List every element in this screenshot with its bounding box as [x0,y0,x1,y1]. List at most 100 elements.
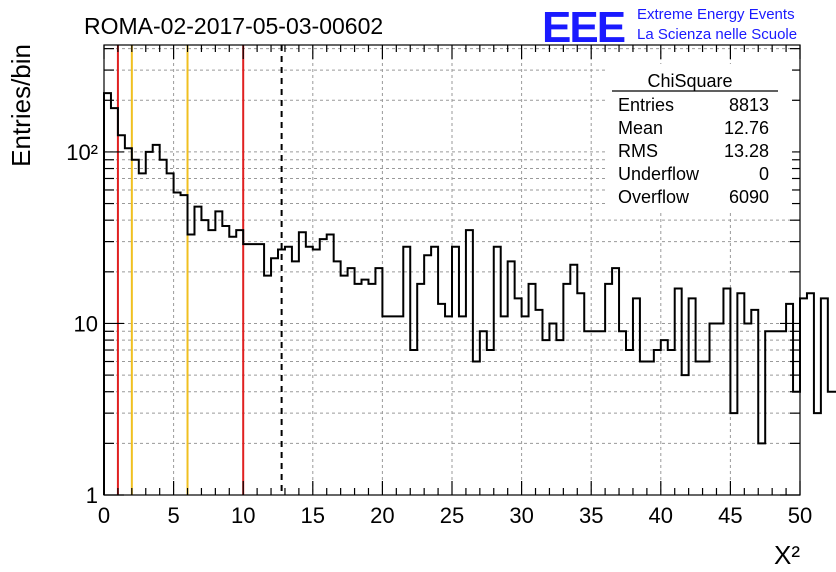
histogram-bin [689,298,696,495]
histogram-bin [480,331,487,495]
histogram-bin [668,350,675,495]
logo-line-2: La Scienza nelle Scuole [637,26,797,43]
histogram-bin [459,316,466,495]
histogram-bin [139,173,146,495]
histogram-bin [174,192,181,495]
histogram-bin [236,230,243,495]
x-tick-label: 40 [649,503,673,528]
x-tick-label: 50 [788,503,812,528]
stats-label: Entries [618,95,674,115]
histogram-bin [348,268,355,495]
histogram-bin [334,261,341,495]
histogram-bin [584,331,591,495]
x-tick-label: 15 [301,503,325,528]
histogram-bin [487,350,494,495]
histogram-bin [710,323,717,495]
histogram-bin [807,293,814,495]
histogram-bin [104,93,111,495]
stats-value: 8813 [729,95,769,115]
histogram-bin [382,316,389,495]
histogram-bin [222,226,229,495]
histogram-bin [417,284,424,495]
stats-row-overflow: Overflow 6090 [618,187,769,207]
histogram-bin [167,173,174,495]
histogram-bin [424,255,431,495]
histogram-bin [730,413,737,495]
histogram-bin [362,280,369,495]
histogram-bin [320,239,327,495]
stats-value: 0 [759,164,769,184]
x-tick-label: 35 [579,503,603,528]
histogram-bin [751,310,758,495]
histogram-bin [410,350,417,495]
histogram-bin [396,316,403,495]
histogram-bin [285,247,292,495]
histogram-bin [633,298,640,495]
histogram-bin [368,284,375,495]
eee-logo: EEE Extreme Energy Events La Scienza nel… [542,3,797,52]
histogram-bin [146,152,153,495]
histogram-bin [577,293,584,495]
y-tick-label: 1 [86,483,98,508]
histogram-bin [229,237,236,495]
histogram-bin [647,362,654,495]
histogram-bin [306,247,313,495]
histogram-bin [661,340,668,495]
histogram-bin [598,331,605,495]
x-tick-label: 20 [370,503,394,528]
histogram-bin [327,235,334,495]
histogram-bin [473,362,480,495]
stats-label: Mean [618,118,663,138]
x-tick-label: 5 [167,503,179,528]
stats-box: ChiSquare Entries 8813 Mean 12.76 RMS 13… [606,64,792,212]
histogram-bin [758,443,765,495]
histogram-bin [466,230,473,495]
histogram-bin [703,362,710,495]
histogram-bin [452,247,459,495]
stats-row-underflow: Underflow 0 [618,164,769,184]
histogram-bin [118,135,125,495]
histogram-bin [299,232,306,495]
histogram-bin [292,261,299,495]
logo-line-1: Extreme Energy Events [637,6,795,23]
x-tick-label: 0 [98,503,110,528]
x-tick-label: 45 [718,503,742,528]
stats-row-entries: Entries 8813 [618,95,769,115]
histogram-bin [549,323,556,495]
histogram-bin [194,207,201,495]
y-tick-labels: 1 10 10² [66,140,98,508]
histogram-bin [696,362,703,495]
stats-label: Overflow [618,187,690,207]
histogram-bin [779,331,786,495]
histogram-bin [814,413,821,495]
histogram-bin [772,331,779,495]
histogram-bin [181,195,188,495]
histogram-bin [619,331,626,495]
histogram-bin [563,284,570,495]
histogram-bin [494,247,501,495]
histogram-bin [515,298,522,495]
histogram-bin [153,145,160,495]
histogram-bin [125,148,132,495]
histogram-bin [508,261,515,495]
histogram-bin [612,268,619,495]
stats-value: 13.28 [724,141,769,161]
stats-box-background [606,64,792,212]
histogram-bin [786,304,793,495]
histogram-bin [257,244,264,495]
histogram-bin [431,247,438,495]
histogram [103,92,836,495]
y-tick-label: 10 [74,311,98,336]
stats-label: Underflow [618,164,700,184]
histogram-bin [723,288,730,495]
histogram-bin [570,265,577,495]
x-axis-label: X² [774,540,800,570]
histogram-bin [821,298,828,495]
y-axis-label: Entries/bin [6,44,36,167]
stats-label: RMS [618,141,658,161]
histogram-bin [403,247,410,495]
histogram-bin [355,284,362,495]
histogram-bin [201,220,208,495]
histogram-bin [375,268,382,495]
